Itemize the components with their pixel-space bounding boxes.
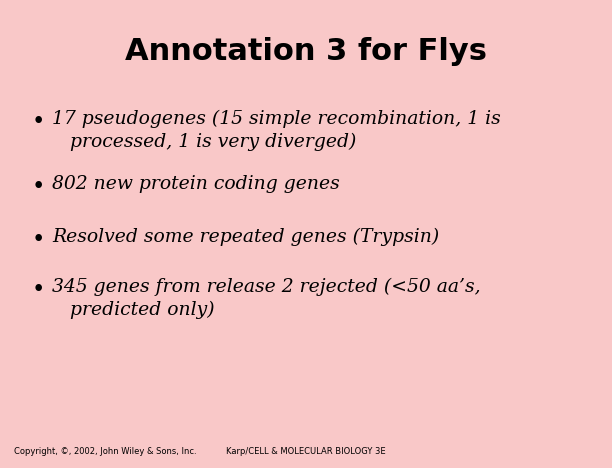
- Text: •: •: [31, 278, 45, 301]
- Text: 345 genes from release 2 rejected (<50 aa’s,
   predicted only): 345 genes from release 2 rejected (<50 a…: [52, 278, 480, 319]
- Text: Resolved some repeated genes (Trypsin): Resolved some repeated genes (Trypsin): [52, 228, 439, 246]
- Text: Annotation 3 for Flys: Annotation 3 for Flys: [125, 37, 487, 66]
- Text: •: •: [31, 228, 45, 251]
- Text: 802 new protein coding genes: 802 new protein coding genes: [52, 175, 340, 193]
- Text: Copyright, ©, 2002, John Wiley & Sons, Inc.: Copyright, ©, 2002, John Wiley & Sons, I…: [14, 447, 196, 456]
- Text: •: •: [31, 175, 45, 198]
- Text: •: •: [31, 110, 45, 133]
- Text: Karp/CELL & MOLECULAR BIOLOGY 3E: Karp/CELL & MOLECULAR BIOLOGY 3E: [226, 447, 386, 456]
- Text: 17 pseudogenes (15 simple recombination, 1 is
   processed, 1 is very diverged): 17 pseudogenes (15 simple recombination,…: [52, 110, 501, 151]
